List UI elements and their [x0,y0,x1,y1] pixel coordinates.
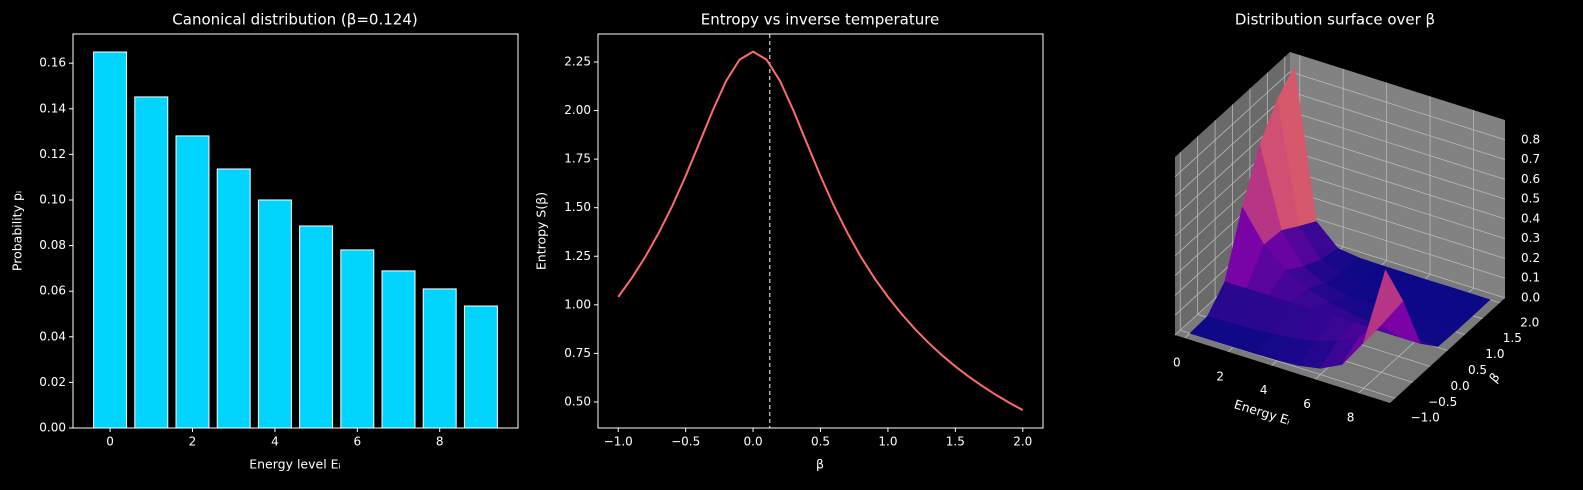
x-tick-label: 0.0 [744,435,763,449]
y-tick-label: 1.00 [564,297,591,311]
grid-line [1289,209,1506,279]
bar [299,225,334,429]
axes-frame [597,33,1044,429]
x-tick-label: 1.5 [946,435,965,449]
bar [134,96,169,429]
z-tick-label: 0.0 [1521,291,1540,305]
bar [257,199,292,429]
x-tick-label: 0.5 [811,435,830,449]
y-tick-label: 0.06 [39,284,66,298]
z-tick-label: 0.1 [1521,271,1540,285]
y-tick-label: 1.75 [564,152,591,166]
x-axis-label: Energy Eᵢ [1232,396,1292,427]
y-tick-label: 2.00 [564,103,591,117]
x-tick-label: 8 [436,435,444,449]
x-tick-label: 6 [353,435,361,449]
x-tick-label: 4 [1260,383,1268,397]
grid-line [1289,71,1506,141]
y-tick-label: 0.08 [39,238,66,252]
y-tick-label: 0.12 [39,147,66,161]
x-tick-label: 6 [1303,397,1311,411]
z-tick-label: 0.2 [1521,251,1540,265]
bar [340,249,375,429]
bar [216,168,251,429]
y-tick-label: −1.0 [1411,411,1440,425]
y-tick-label: 0.14 [39,101,66,115]
z-tick-label: 0.3 [1521,231,1540,245]
bar [422,288,457,429]
y-axis-label: Probability pᵢ [10,191,25,271]
y-tick-label: −0.5 [1428,395,1457,409]
chart-title: Distribution surface over β [1235,11,1435,29]
x-tick-label: 2.0 [1013,435,1032,449]
y-tick-label: 0.5 [1468,363,1487,377]
grid-line [1174,91,1291,197]
y-tick-label: 1.0 [1485,347,1504,361]
x-axis-label: Energy level Eᵢ [249,457,341,472]
bar [463,305,498,429]
z-tick-label: 0.7 [1521,152,1540,166]
y-tick-label: 0.0 [1451,379,1470,393]
axes-frame [72,33,519,429]
x-tick-label: 8 [1347,411,1355,425]
x-tick-label: 0 [106,435,114,449]
y-tick-label: 0.75 [564,346,591,360]
y-tick-label: 0.04 [39,329,66,343]
grid-line [1289,190,1506,259]
z-tick-label: 0.5 [1521,192,1540,206]
x-tick-label: −0.5 [671,435,700,449]
y-tick-label: 1.25 [564,249,591,263]
grid-line [1289,150,1506,220]
y-tick-label: 0.02 [39,375,66,389]
surface-patch [1363,269,1404,343]
z-tick-label: 0.6 [1521,172,1540,186]
bar [93,51,128,429]
z-tick-label: 0.4 [1521,211,1540,225]
y-tick-label: 1.5 [1503,331,1522,345]
x-axis-label: β [816,457,824,472]
bar [381,270,416,429]
x-tick-label: 4 [271,435,279,449]
chart-title: Canonical distribution (β=0.124) [172,11,417,29]
grid-line [1289,170,1506,240]
y-tick-label: 2.0 [1520,315,1539,329]
line [617,50,1024,412]
x-tick-label: 1.0 [878,435,897,449]
y-tick-label: 0.00 [39,421,66,435]
grid-line [1289,130,1506,200]
x-tick-label: 0 [1173,356,1181,370]
y-tick-label: 0.10 [39,192,66,206]
y-tick-label: 0.50 [564,394,591,408]
y-tick-label: 2.25 [564,54,591,68]
x-tick-label: −1.0 [604,435,633,449]
x-tick-label: 2 [189,435,197,449]
y-tick-label: 1.50 [564,200,591,214]
x-tick-label: 2 [1216,369,1224,383]
grid-line [1174,71,1291,178]
chart-title: Entropy vs inverse temperature [701,11,940,29]
z-tick-label: 0.8 [1521,132,1540,146]
y-axis-label: β [1486,369,1503,385]
grid-line [1289,91,1506,160]
bar [175,135,210,429]
y-axis-label: Entropy S(β) [534,192,549,270]
pane-back [1290,52,1505,298]
y-tick-label: 0.16 [39,56,66,70]
grid-line [1289,110,1506,180]
